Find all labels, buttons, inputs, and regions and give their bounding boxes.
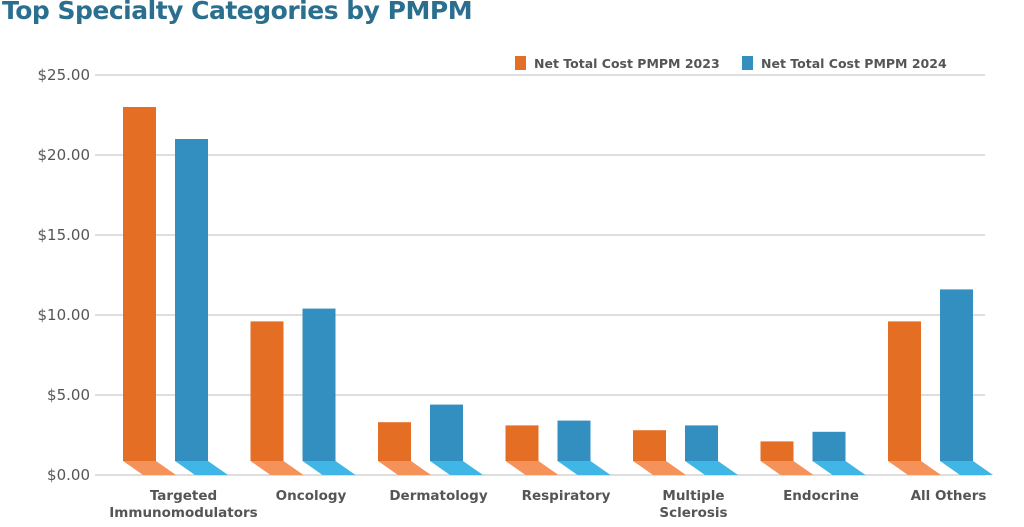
x-tick-label: Immunomodulators [109,505,257,521]
bar-2024 [940,289,973,461]
bar-floor [940,461,993,475]
y-tick-label: $0.00 [47,466,90,484]
bar-2024 [302,308,336,461]
bar-floor [557,461,611,475]
legend-swatch [515,56,526,70]
x-tick-label: Oncology [276,488,347,504]
legend-swatch [742,56,753,70]
legend-label: Net Total Cost PMPM 2023 [534,56,720,71]
bar-floor [430,461,483,475]
bar-2023 [633,430,666,461]
bar-2023 [123,107,156,461]
bar-2023 [378,422,411,461]
bar-floor [378,461,431,475]
x-tick-label: Multiple [662,488,724,504]
y-tick-label: $25.00 [38,66,91,84]
x-tick-label: Endocrine [783,488,859,504]
bar-2024 [430,404,463,461]
bar-2024 [557,420,591,461]
legend-label: Net Total Cost PMPM 2024 [761,56,947,71]
bar-2024 [175,139,208,461]
x-tick-label: Targeted [150,488,217,504]
x-tick-label: Respiratory [522,488,611,504]
bar-floor [760,461,814,475]
y-tick-label: $5.00 [47,386,90,404]
bar-floor [888,461,941,475]
y-tick-label: $20.00 [38,146,91,164]
x-tick-label: Sclerosis [659,505,727,521]
bar-2023 [250,321,284,461]
bar-floor [250,461,304,475]
bar-2023 [505,425,539,461]
bar-floor [175,461,228,475]
bar-2023 [760,441,794,461]
x-tick-label: All Others [911,488,987,504]
bar-floor [685,461,738,475]
bar-floor [812,461,866,475]
y-tick-label: $15.00 [38,226,91,244]
bar-floor [633,461,686,475]
x-tick-label: Dermatology [389,488,487,504]
y-tick-label: $10.00 [38,306,91,324]
bar-floor [302,461,356,475]
bar-floor [505,461,559,475]
chart-title: Top Specialty Categories by PMPM [2,0,473,25]
bar-2023 [888,321,921,461]
bar-floor [123,461,176,475]
bar-2024 [685,425,718,461]
bar-2024 [812,431,846,461]
